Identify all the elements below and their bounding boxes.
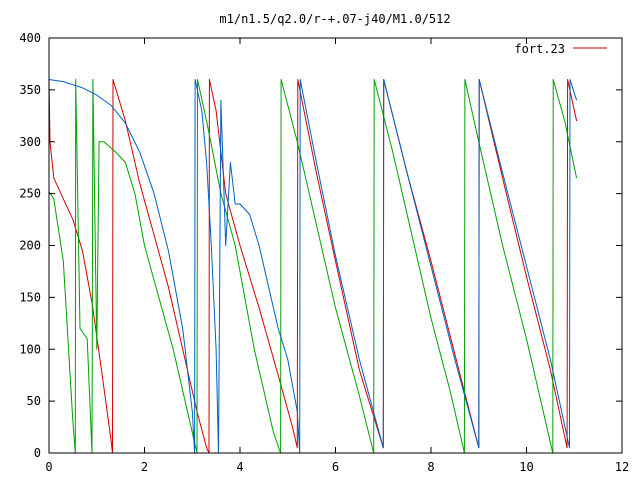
y-tick-label: 200 [19,239,41,253]
legend: fort.23 [514,42,607,56]
x-tick-label: 10 [519,460,533,474]
y-tick-label: 300 [19,135,41,149]
axis-ticks-group: 0 2 4 6 8 10 12 0 50 100 150 200 250 300 350 400 [19,31,629,474]
chart-title: m1/n1.5/q2.0/r-+.07-j40/M1.0/512 [219,12,450,26]
x-tick-label: 2 [141,460,148,474]
y-tick-label: 150 [19,290,41,304]
y-tick-label: 350 [19,83,41,97]
legend-label-fort-23: fort.23 [514,42,565,56]
y-tick-label: 0 [34,446,41,460]
y-tick-label: 400 [19,31,41,45]
x-tick-label: 4 [236,460,243,474]
series-line-2 [48,79,578,454]
y-tick-label: 250 [19,187,41,201]
x-tick-label: 0 [45,460,52,474]
x-tick-label: 8 [427,460,434,474]
x-tick-label: 6 [332,460,339,474]
x-tick-label: 12 [615,460,629,474]
y-tick-label: 50 [27,394,41,408]
y-tick-label: 100 [19,342,41,356]
